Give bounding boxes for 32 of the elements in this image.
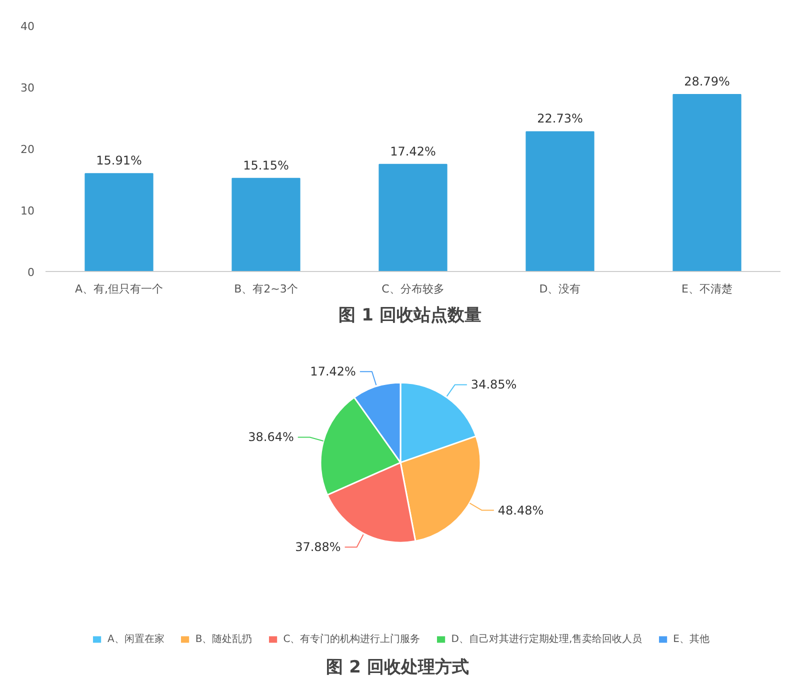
- y-tick-label: 40: [20, 20, 35, 33]
- text: 图 2 回收处理方式: [326, 658, 469, 678]
- x-tick-label: B、有2~3个: [234, 282, 298, 296]
- legend-label: D、自己对其进行定期处理,售卖给回收人员: [451, 632, 642, 646]
- data-label: 15.91%: [96, 154, 142, 168]
- x-tick-label: E、不清楚: [682, 282, 732, 296]
- x-tick-label: D、没有: [539, 282, 581, 296]
- data-label: 15.15%: [243, 158, 289, 172]
- data-label: 17.42%: [390, 144, 436, 158]
- legend-label: A、闲置在家: [108, 632, 164, 646]
- y-tick-label: 10: [20, 204, 35, 218]
- data-label: 38.64%: [248, 430, 294, 444]
- data-label: 37.88%: [295, 540, 341, 554]
- bar: [232, 178, 300, 272]
- y-tick-label: 30: [20, 82, 35, 94]
- x-tick-label: A、有,但只有一个: [74, 282, 164, 296]
- y-tick-label: 20: [20, 143, 35, 156]
- data-label: 48.48%: [498, 503, 544, 518]
- bar: [526, 131, 594, 272]
- data-label: 34.85%: [470, 378, 517, 392]
- legend-label: E、其他: [673, 632, 710, 646]
- bar: [84, 173, 154, 272]
- y-tick-label: 0: [28, 266, 34, 279]
- text: 图 1 回收站点数量: [338, 306, 482, 326]
- data-label: 28.79%: [684, 74, 730, 88]
- bar: [672, 94, 742, 272]
- data-label: 22.73%: [537, 112, 583, 126]
- legend-label: C、有专门的机构进行上门服务: [283, 632, 420, 646]
- legend-label: B、随处乱扔: [195, 632, 252, 646]
- x-tick-label: C、分布较多: [382, 282, 444, 296]
- data-label: 17.42%: [310, 364, 356, 379]
- bar: [378, 164, 448, 272]
